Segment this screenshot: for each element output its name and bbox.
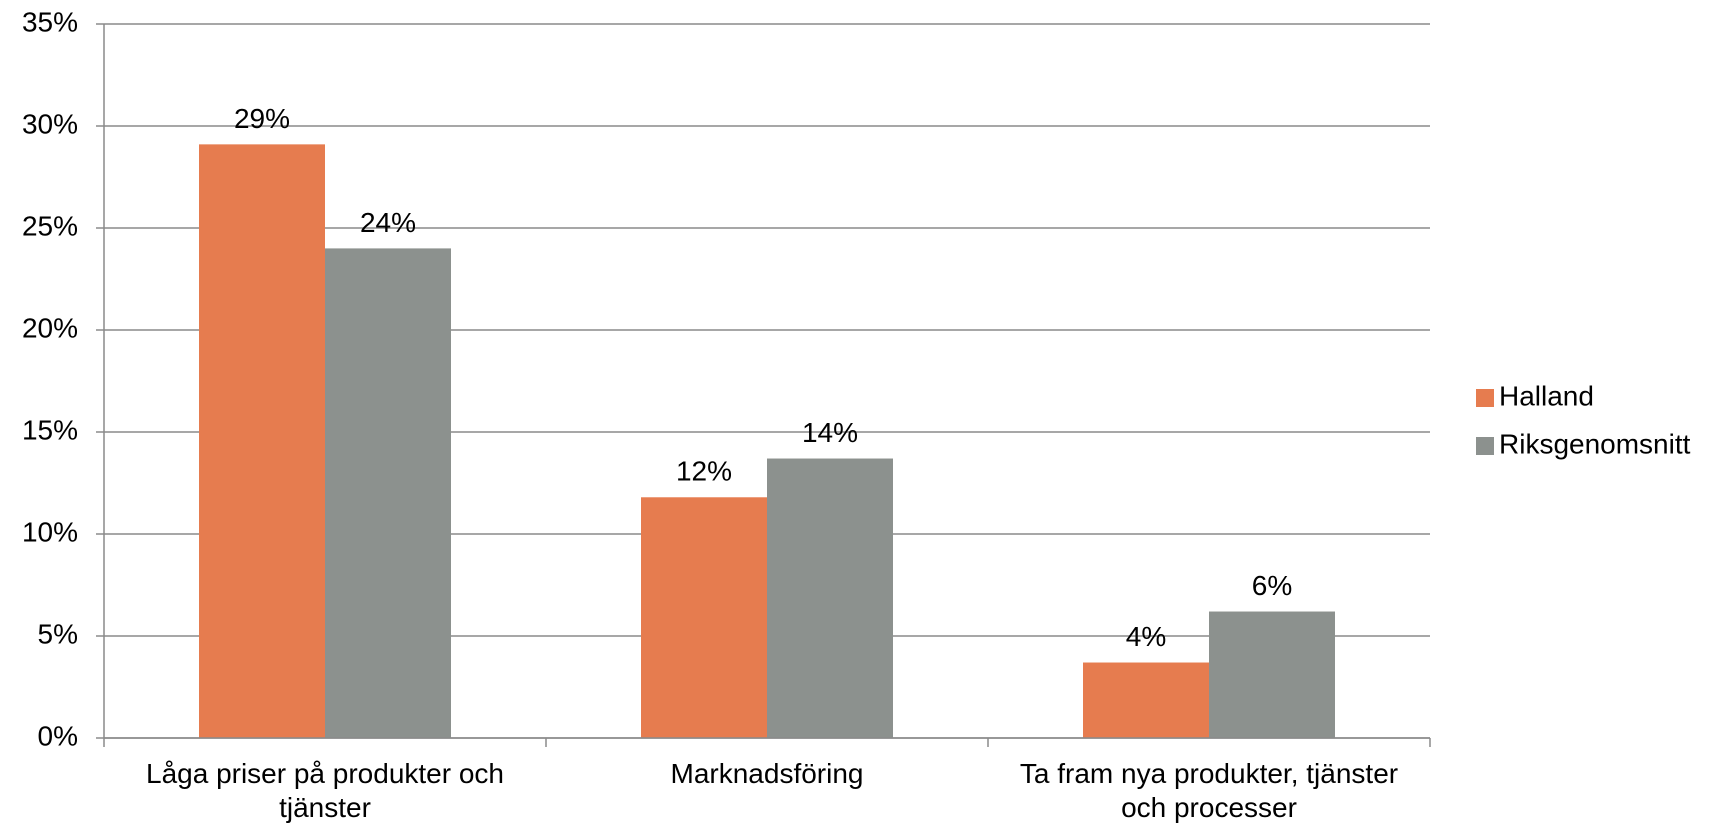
y-tick-label: 0%: [38, 720, 78, 751]
y-tick-label: 35%: [22, 6, 78, 37]
legend-swatch: [1476, 437, 1494, 455]
legend-label: Riksgenomsnitt: [1499, 428, 1691, 459]
bar: [767, 458, 893, 738]
data-label: 24%: [360, 207, 416, 238]
data-label: 14%: [802, 417, 858, 448]
x-tick-label: Ta fram nya produkter, tjänster och proc…: [1019, 758, 1399, 823]
x-tick-label: Marknadsföring: [670, 758, 864, 789]
y-tick-label: 30%: [22, 108, 78, 139]
data-label: 29%: [234, 103, 290, 134]
data-label: 6%: [1252, 570, 1292, 601]
y-tick-label: 10%: [22, 516, 78, 547]
data-label: 12%: [676, 456, 732, 487]
bar: [641, 497, 767, 738]
bar: [1083, 662, 1209, 738]
bar: [325, 248, 451, 738]
legend-label: Halland: [1499, 380, 1594, 411]
data-label: 4%: [1126, 621, 1166, 652]
bar: [1209, 611, 1335, 738]
bar: [199, 144, 325, 739]
x-tick-label: Låga priser på produkter och tjänster: [146, 758, 504, 823]
legend-swatch: [1476, 389, 1494, 407]
y-tick-label: 25%: [22, 210, 78, 241]
y-tick-label: 20%: [22, 312, 78, 343]
y-tick-label: 5%: [38, 618, 78, 649]
y-tick-label: 15%: [22, 414, 78, 445]
